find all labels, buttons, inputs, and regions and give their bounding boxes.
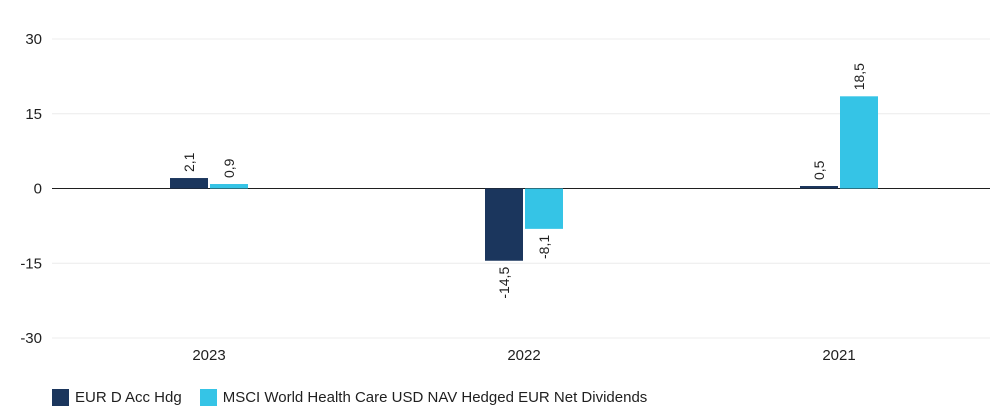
y-tick-label: -15 bbox=[20, 255, 42, 272]
legend-item-benchmark: MSCI World Health Care USD NAV Hedged EU… bbox=[199, 389, 648, 406]
y-tick-label: 0 bbox=[34, 181, 42, 198]
bar-benchmark-2022 bbox=[525, 188, 563, 229]
legend-swatch-benchmark bbox=[199, 389, 217, 406]
x-tick-label: 2022 bbox=[507, 347, 540, 364]
legend-item-fund: EUR D Acc Hdg bbox=[52, 389, 182, 406]
bars bbox=[170, 96, 878, 261]
data-labels: 2,1 -14,5 0,5 0,9 -8,1 18,5 bbox=[181, 63, 867, 299]
bar-fund-2021 bbox=[800, 186, 838, 189]
data-label: 0,5 bbox=[811, 160, 827, 180]
legend: EUR D Acc Hdg MSCI World Health Care USD… bbox=[52, 389, 665, 406]
y-tick-label: 15 bbox=[25, 106, 42, 123]
legend-swatch-fund bbox=[52, 389, 69, 406]
y-tick-label: -30 bbox=[20, 330, 42, 347]
x-tick-label: 2023 bbox=[192, 347, 225, 364]
data-label: -8,1 bbox=[536, 235, 552, 259]
y-axis: 30 15 0 -15 -30 bbox=[20, 31, 42, 347]
x-tick-label: 2021 bbox=[822, 347, 855, 364]
legend-label-benchmark: MSCI World Health Care USD NAV Hedged EU… bbox=[222, 389, 648, 406]
x-axis: 2023 2022 2021 bbox=[192, 347, 855, 364]
legend-label-fund: EUR D Acc Hdg bbox=[75, 389, 182, 406]
bar-fund-2023 bbox=[170, 178, 208, 189]
data-label: -14,5 bbox=[496, 267, 512, 299]
data-label: 18,5 bbox=[851, 63, 867, 90]
bar-benchmark-2023 bbox=[210, 184, 248, 189]
data-label: 2,1 bbox=[181, 152, 197, 172]
bar-benchmark-2021 bbox=[840, 96, 878, 189]
y-tick-label: 30 bbox=[25, 31, 42, 48]
bar-fund-2022 bbox=[485, 188, 523, 261]
data-label: 0,9 bbox=[221, 158, 237, 178]
